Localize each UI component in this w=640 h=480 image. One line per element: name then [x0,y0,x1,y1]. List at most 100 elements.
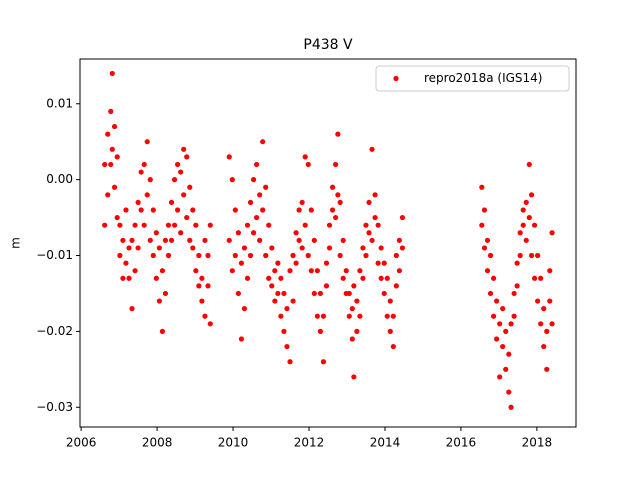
data-point [329,184,336,190]
data-point [284,306,290,312]
x-tick-label: 2012 [294,436,325,450]
data-point [326,245,333,251]
data-point [109,146,115,152]
data-point [337,199,343,206]
data-point [132,268,138,274]
data-point [120,275,126,281]
x-tick-label: 2010 [218,436,249,450]
data-point [541,343,547,350]
data-point [202,237,208,243]
data-point [184,154,190,160]
data-point [199,298,205,304]
data-point [275,290,281,297]
data-point [108,161,114,168]
data-point [235,290,241,297]
data-point [165,222,172,228]
x-tick-label: 2014 [370,436,401,450]
data-point [238,260,245,266]
data-point [153,230,159,236]
data-point [226,154,232,160]
data-point [250,230,257,236]
data-point [207,321,213,327]
data-point [196,283,202,289]
data-point [293,230,299,236]
data-point [111,123,118,130]
data-point [278,275,284,281]
data-point [332,214,339,221]
data-point [159,268,166,274]
data-point [506,351,512,357]
data-point [129,237,135,243]
data-point [360,275,366,281]
data-point [396,237,402,243]
data-point [360,245,366,251]
data-point [281,290,287,297]
data-point [141,222,147,228]
data-point [132,222,138,228]
data-point [181,192,187,198]
data-point [190,207,196,213]
data-point [528,252,535,259]
data-point [272,268,278,274]
legend-label: repro2018a (IGS14) [424,71,542,85]
data-point [269,245,275,251]
data-point [168,237,175,243]
data-point [487,252,494,259]
data-point [323,283,330,289]
data-point [387,328,393,334]
data-point [378,275,384,281]
data-point [144,192,150,198]
data-point [369,237,375,243]
data-point [314,313,320,319]
data-point [260,139,266,145]
data-point [317,290,324,297]
data-point [296,237,302,243]
data-point [147,237,153,243]
data-point [247,252,254,259]
chart-title: P438 V [303,37,353,53]
data-point [126,245,132,251]
data-point [138,169,144,175]
data-point [156,245,162,251]
data-point [226,237,232,243]
data-point [290,252,296,259]
legend-box [375,65,570,92]
data-point [193,222,199,228]
data-point [241,245,248,251]
data-point [147,177,153,183]
data-point [135,199,141,206]
data-point [193,268,199,274]
data-point [399,214,406,221]
data-point [257,237,263,243]
data-point [290,298,296,304]
x-tick-label: 2016 [446,436,477,450]
data-point [484,237,491,243]
data-point [354,298,360,304]
data-point [547,268,553,274]
data-point [490,313,497,319]
data-point [320,313,327,319]
data-point [257,192,263,198]
data-point [396,268,402,274]
data-point [393,283,399,289]
data-point [326,222,333,228]
data-point [153,275,159,281]
data-point [503,366,509,372]
data-point [494,336,500,342]
data-point [102,222,108,228]
data-point [263,184,269,190]
data-point [296,207,302,213]
data-point [266,275,272,281]
data-point [520,222,526,228]
y-tick-label: 0.01 [46,96,73,110]
data-point [314,268,320,274]
data-point [357,268,363,274]
x-tick-label: 2008 [142,436,173,450]
data-point [532,222,538,228]
data-point [544,328,550,334]
data-point [105,131,111,137]
data-point [102,161,108,168]
data-point [244,275,251,281]
data-point [299,245,305,251]
data-point [372,192,378,198]
